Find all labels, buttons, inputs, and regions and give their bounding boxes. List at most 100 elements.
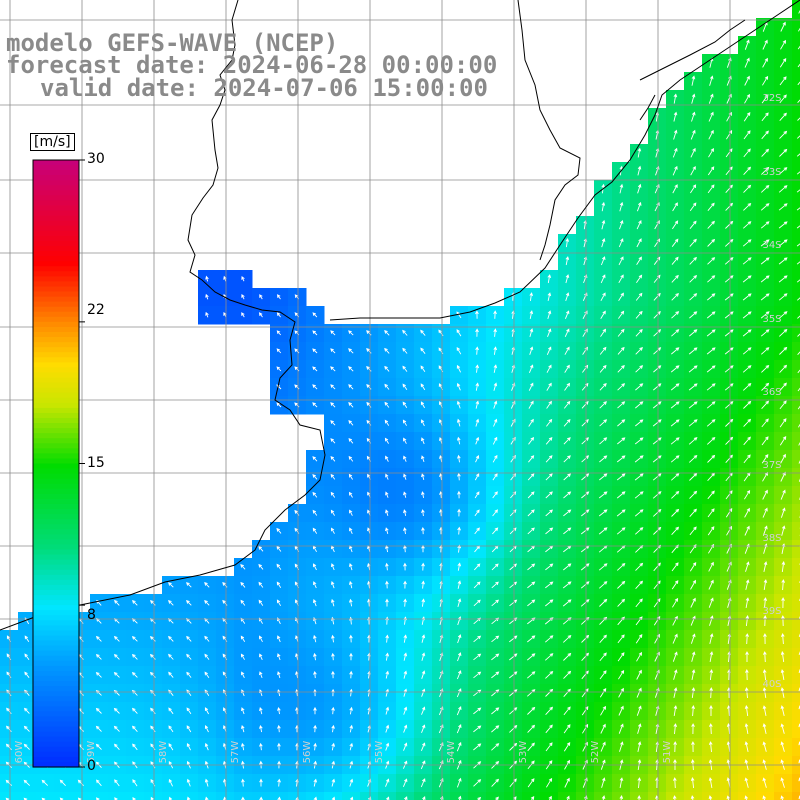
wind-arrow	[780, 723, 785, 734]
colorbar-segment	[33, 423, 79, 429]
wind-arrow	[186, 796, 191, 800]
wind-arrow	[276, 294, 281, 300]
wind-arrow	[599, 419, 608, 427]
wind-arrow	[778, 185, 788, 193]
wind-arrow	[528, 364, 534, 373]
wind-arrow	[457, 526, 461, 535]
wind-arrow	[635, 310, 643, 319]
wind-arrow	[276, 402, 282, 408]
wind-arrow	[277, 724, 281, 733]
wind-arrow	[672, 220, 679, 230]
wind-arrow	[473, 725, 482, 733]
wind-cell	[792, 90, 800, 109]
wind-arrow	[563, 706, 571, 716]
colorbar-segment	[33, 357, 79, 363]
wind-arrow	[634, 473, 644, 481]
wind-arrow	[780, 669, 785, 680]
wind-arrow	[580, 599, 590, 607]
wind-arrow	[421, 598, 426, 607]
wind-arrow	[258, 563, 264, 570]
wind-arrow	[672, 777, 677, 789]
wind-arrow	[563, 652, 572, 661]
wind-arrow	[742, 257, 752, 265]
colorbar-segment	[33, 205, 79, 212]
wind-arrow	[670, 437, 680, 445]
wind-arrow	[600, 310, 606, 319]
wind-arrow	[762, 777, 767, 788]
wind-cell	[792, 702, 800, 721]
wind-arrow	[762, 687, 767, 698]
wind-arrow	[637, 741, 642, 752]
wind-arrow	[259, 294, 263, 300]
longitude-label: 53W	[518, 741, 529, 764]
wind-arrow	[527, 509, 535, 517]
colorbar-segment	[33, 519, 79, 525]
colorbar-segment	[33, 412, 79, 419]
wind-arrow	[240, 581, 246, 588]
wind-arrow	[421, 509, 425, 517]
wind-arrow	[24, 653, 30, 661]
wind-arrow	[131, 653, 138, 660]
wind-arrow	[563, 419, 571, 427]
wind-arrow	[760, 184, 770, 193]
wind-arrow	[744, 507, 750, 518]
colorbar-segment	[33, 473, 79, 480]
wind-arrow	[690, 633, 696, 644]
wind-arrow	[600, 328, 607, 337]
wind-arrow	[349, 527, 353, 534]
wind-arrow	[617, 401, 626, 409]
colorbar-segment	[33, 539, 79, 546]
wind-arrow	[240, 653, 245, 660]
wind-arrow	[510, 436, 516, 445]
colorbar-segment	[33, 640, 79, 647]
wind-arrow	[457, 580, 462, 589]
wind-arrow	[706, 436, 716, 445]
wind-arrow	[330, 473, 336, 480]
wind-arrow	[743, 436, 751, 446]
colorbar-segment	[33, 301, 79, 308]
wind-arrow	[778, 275, 788, 283]
colorbar-segment	[33, 190, 79, 197]
wind-arrow	[798, 27, 800, 32]
wind-arrow	[457, 490, 461, 499]
wind-arrow	[385, 778, 390, 787]
wind-cell	[792, 180, 800, 199]
wind-arrow	[635, 419, 644, 427]
colorbar-segment	[33, 600, 79, 606]
latitude-label: 37S	[762, 460, 781, 471]
wind-arrow	[618, 705, 624, 716]
wind-arrow	[421, 724, 426, 733]
wind-arrow	[673, 669, 678, 680]
wind-arrow	[330, 438, 336, 444]
wind-arrow	[313, 634, 317, 643]
wind-arrow	[529, 310, 534, 319]
wind-arrow	[330, 581, 335, 589]
colorbar-tick-30: 30	[87, 151, 105, 167]
wind-arrow	[495, 796, 499, 800]
wind-arrow	[779, 418, 787, 428]
colorbar-segment	[33, 261, 79, 267]
colorbar	[32, 159, 85, 768]
wind-arrow	[653, 562, 661, 572]
wind-arrow	[330, 348, 336, 354]
wind-arrow	[545, 653, 554, 661]
wind-arrow	[709, 651, 714, 662]
colorbar-segment	[33, 382, 79, 389]
wind-arrow	[581, 473, 590, 481]
wind-arrow	[528, 436, 535, 445]
wind-arrow	[402, 401, 408, 408]
wind-arrow	[276, 312, 281, 318]
wind-arrow	[23, 707, 30, 714]
wind-arrow	[599, 688, 607, 698]
wind-arrow	[527, 581, 536, 589]
wind-arrow	[691, 651, 696, 662]
wind-arrow	[186, 725, 192, 733]
wind-arrow	[635, 292, 643, 301]
wind-arrow	[186, 742, 192, 751]
wind-arrow	[761, 94, 769, 104]
wind-arrow	[563, 742, 571, 752]
wind-arrow	[706, 347, 716, 355]
wind-arrow	[744, 490, 751, 500]
wind-arrow	[724, 311, 734, 319]
wind-arrow	[708, 777, 713, 788]
